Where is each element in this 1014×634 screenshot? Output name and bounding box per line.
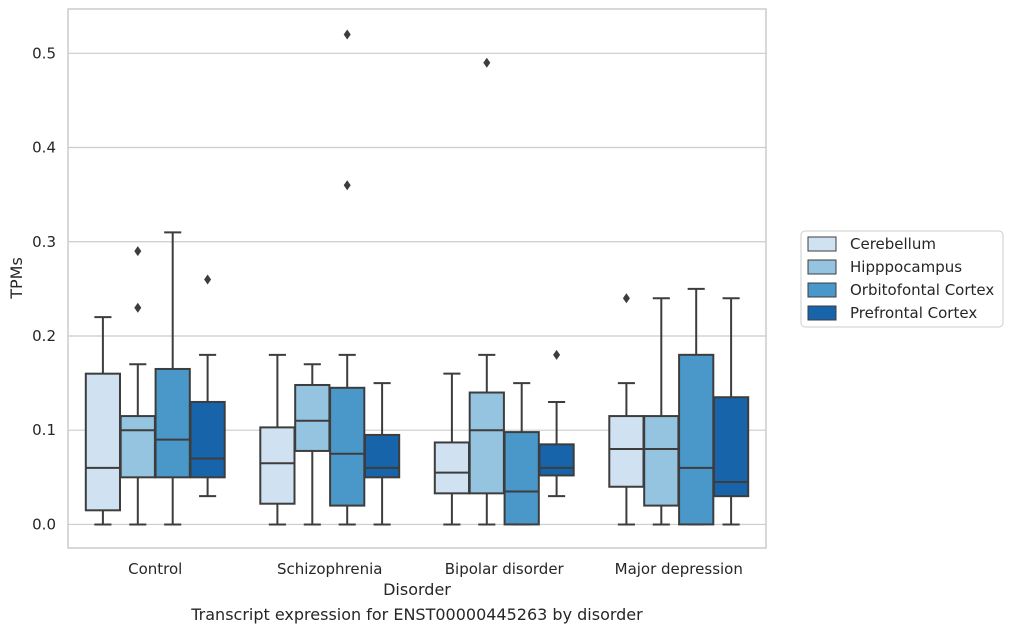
- box-group: [503, 382, 540, 526]
- figure-caption: Transcript expression for ENST0000044526…: [191, 605, 643, 624]
- outlier-point: [483, 57, 491, 68]
- outlier-point: [343, 29, 351, 40]
- box-iqr: [503, 431, 540, 526]
- outlier-point: [343, 180, 351, 191]
- box-group: [643, 297, 680, 526]
- box-iqr: [84, 372, 122, 512]
- outlier-point: [622, 293, 630, 304]
- x-tick-label: Major depression: [615, 560, 743, 578]
- legend-swatch: [807, 305, 837, 321]
- outlier-point: [553, 349, 561, 360]
- box-iqr: [259, 426, 296, 505]
- box-iqr: [538, 443, 575, 477]
- legend-label: Hipppocampus: [850, 258, 962, 276]
- outlier-point: [204, 274, 212, 285]
- y-tick-label: 0.2: [32, 327, 56, 345]
- box-group: [259, 353, 296, 526]
- x-axis-label: Disorder: [383, 580, 451, 599]
- box-iqr: [468, 391, 505, 495]
- x-tick-labels: Control Schizophrenia Bipolar disorder Majo…: [128, 560, 743, 578]
- box-iqr: [433, 441, 471, 495]
- x-tick-label: Bipolar disorder: [445, 560, 565, 578]
- legend-frame: [800, 230, 1004, 328]
- box-iqr: [294, 383, 331, 452]
- box-group: [712, 297, 750, 526]
- box-iqr: [608, 415, 645, 488]
- legend-label: Orbitofontal Cortex: [850, 281, 994, 299]
- legend: Cerebellum Hipppocampus Orbitofontal Corte…: [800, 230, 1004, 328]
- box-group: [154, 231, 191, 526]
- legend-label: Prefrontal Cortex: [850, 304, 977, 322]
- box-group: [468, 57, 505, 526]
- legend-swatch: [807, 259, 837, 275]
- box-group: [608, 293, 645, 526]
- box-group: [189, 274, 226, 498]
- x-tick-label: Schizophrenia: [277, 560, 382, 578]
- box-group: [678, 287, 715, 526]
- box-group: [84, 316, 122, 526]
- box-group: [433, 372, 471, 526]
- y-tick-labels: 0.0 0.1 0.2 0.3 0.4 0.5: [32, 44, 56, 533]
- box-group: [294, 363, 331, 526]
- outlier-point: [134, 246, 142, 257]
- legend-swatch: [807, 282, 837, 298]
- box-iqr: [643, 415, 680, 507]
- box-iqr: [154, 367, 191, 479]
- box-iqr: [119, 415, 156, 479]
- box-group: [119, 246, 156, 526]
- box-group: [538, 349, 575, 498]
- box-group: [329, 29, 366, 526]
- box-iqr: [678, 353, 715, 526]
- y-tick-label: 0.4: [32, 139, 56, 157]
- plot-frame: [67, 8, 767, 549]
- boxes: [84, 29, 750, 526]
- legend-label: Cerebellum: [850, 235, 936, 253]
- x-tick-label: Control: [128, 560, 182, 578]
- y-tick-label: 0.5: [32, 44, 56, 62]
- y-axis-label: TPMs: [7, 257, 26, 300]
- box-group: [363, 382, 401, 526]
- y-tick-label: 0.1: [32, 421, 56, 439]
- box-iqr: [712, 396, 750, 498]
- y-tick-label: 0.0: [32, 515, 56, 533]
- box-iqr: [189, 400, 226, 479]
- legend-swatch: [807, 236, 837, 252]
- y-tick-label: 0.3: [32, 233, 56, 251]
- box-iqr: [363, 433, 401, 479]
- outlier-point: [134, 302, 142, 313]
- box-iqr: [329, 386, 366, 507]
